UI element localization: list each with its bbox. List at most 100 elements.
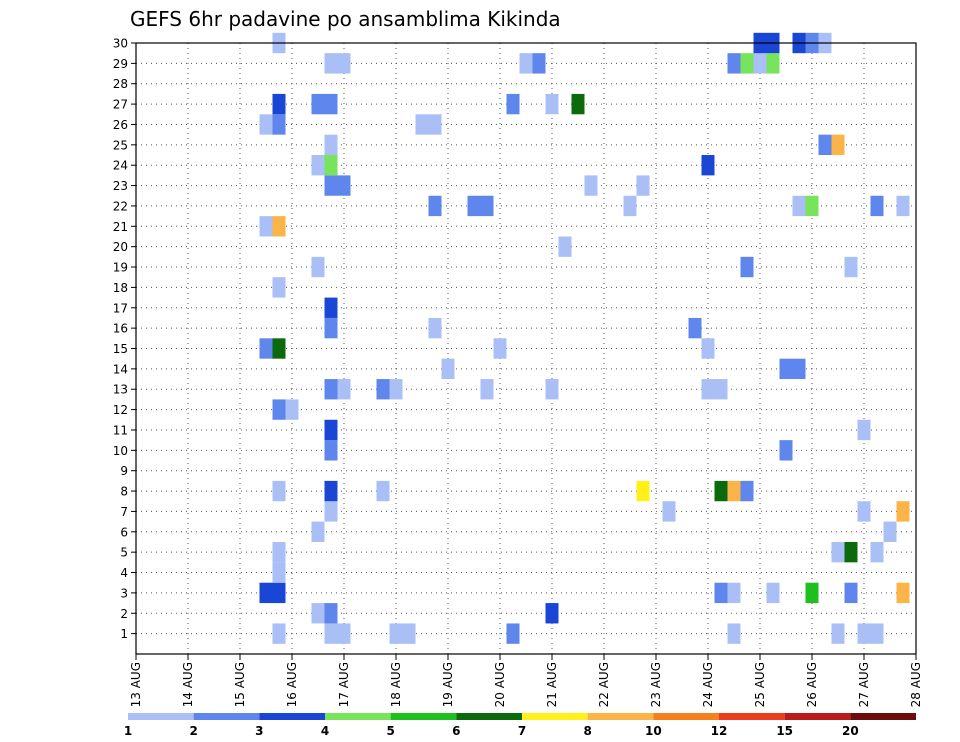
y-tick-label: 5 — [120, 546, 128, 560]
y-tick-label: 25 — [113, 138, 128, 152]
precip-cell — [545, 379, 559, 400]
y-tick-label: 18 — [113, 281, 128, 295]
precip-cell — [428, 195, 442, 217]
x-tick-label: 21 AUG — [545, 662, 559, 707]
precip-cell — [324, 175, 338, 196]
x-tick-label: 27 AUG — [857, 662, 871, 707]
y-tick-label: 6 — [120, 525, 128, 539]
y-tick-label: 12 — [113, 403, 128, 417]
precip-cell — [870, 623, 884, 644]
precip-cell — [324, 317, 338, 339]
x-tick-label: 19 AUG — [441, 662, 455, 707]
precip-cell — [324, 419, 338, 441]
y-tick-label: 17 — [113, 301, 128, 315]
x-tick-label: 23 AUG — [649, 662, 663, 707]
precip-cell — [337, 623, 351, 644]
precip-cell — [272, 114, 286, 135]
precip-cell — [636, 480, 650, 502]
precip-cell — [727, 480, 741, 502]
y-tick-label: 2 — [120, 607, 128, 621]
precip-cell — [870, 541, 884, 563]
y-tick-label: 27 — [113, 98, 128, 112]
precip-cell — [376, 480, 390, 502]
y-tick-label: 8 — [120, 485, 128, 499]
precip-cell — [818, 134, 832, 156]
precip-cell — [259, 216, 273, 237]
precip-cell — [324, 297, 338, 318]
precip-cell — [701, 338, 715, 359]
precip-cell — [714, 582, 728, 604]
y-tick-label: 29 — [113, 57, 128, 71]
y-tick-label: 13 — [113, 383, 128, 397]
precip-cell — [272, 216, 286, 237]
precip-cell — [285, 399, 299, 420]
x-tick-label: 20 AUG — [493, 662, 507, 707]
precip-cell — [896, 195, 910, 217]
precip-cell — [740, 480, 754, 502]
x-tick-label: 18 AUG — [389, 662, 403, 707]
precip-cell — [883, 521, 897, 542]
precip-cell — [779, 440, 793, 461]
colorbar-segment — [390, 713, 457, 720]
x-tick-label: 25 AUG — [753, 662, 767, 707]
precip-cell — [545, 603, 559, 624]
precip-cell — [272, 399, 286, 420]
precip-cell — [272, 480, 286, 502]
precip-cell — [493, 338, 507, 359]
colorbar-label: 7 — [518, 724, 526, 738]
precip-cell — [740, 53, 754, 74]
colorbar-label: 12 — [711, 724, 728, 738]
precip-cell — [272, 562, 286, 583]
colorbar-label: 3 — [255, 724, 263, 738]
y-tick-label: 24 — [113, 159, 128, 173]
y-tick-label: 22 — [113, 199, 128, 213]
precip-cell — [376, 379, 390, 400]
colorbar-segment — [653, 713, 719, 720]
precip-cell — [701, 379, 715, 400]
x-tick-label: 26 AUG — [805, 662, 819, 707]
precip-cell — [337, 53, 351, 74]
x-tick-label: 13 AUG — [129, 662, 143, 707]
y-tick-label: 28 — [113, 77, 128, 91]
colorbar: 1 2 3 4 5 6 7 8 10 12 15 20 — [124, 713, 916, 738]
precip-cell — [766, 582, 780, 604]
precip-cell — [441, 358, 455, 380]
precip-cell — [844, 541, 858, 563]
y-tick-label: 26 — [113, 118, 128, 132]
precip-cell — [727, 623, 741, 644]
y-tick-label: 23 — [113, 179, 128, 193]
precip-cell — [662, 501, 676, 522]
colorbar-label: 20 — [842, 724, 859, 738]
precip-cell — [727, 582, 741, 604]
precip-cell — [311, 521, 325, 542]
colorbar-segment — [850, 713, 916, 720]
precip-cell — [259, 114, 273, 135]
precip-cell — [714, 379, 728, 400]
precip-cell — [779, 358, 793, 380]
precip-cell — [506, 623, 520, 644]
x-tick-label: 22 AUG — [597, 662, 611, 707]
colorbar-label: 2 — [189, 724, 197, 738]
precip-cell — [311, 256, 325, 278]
precip-cell — [467, 195, 481, 217]
colorbar-segment — [719, 713, 785, 720]
precip-cell — [727, 53, 741, 74]
colorbar-segment — [587, 713, 654, 720]
y-tick-label: 16 — [113, 322, 128, 336]
colorbar-label: 1 — [124, 724, 132, 738]
colorbar-label: 4 — [321, 724, 329, 738]
precip-cell — [870, 195, 884, 217]
precip-cell — [272, 623, 286, 644]
y-tick-label: 15 — [113, 342, 128, 356]
y-tick-label: 30 — [113, 37, 128, 51]
precip-cell — [753, 53, 767, 74]
precip-cell — [480, 195, 494, 217]
y-tick-label: 4 — [120, 566, 128, 580]
precip-cell — [259, 338, 273, 359]
precip-cell — [272, 541, 286, 563]
precip-cell — [428, 317, 442, 339]
y-tick-label: 20 — [113, 240, 128, 254]
precip-cell — [545, 93, 559, 115]
precip-cell — [337, 175, 351, 196]
